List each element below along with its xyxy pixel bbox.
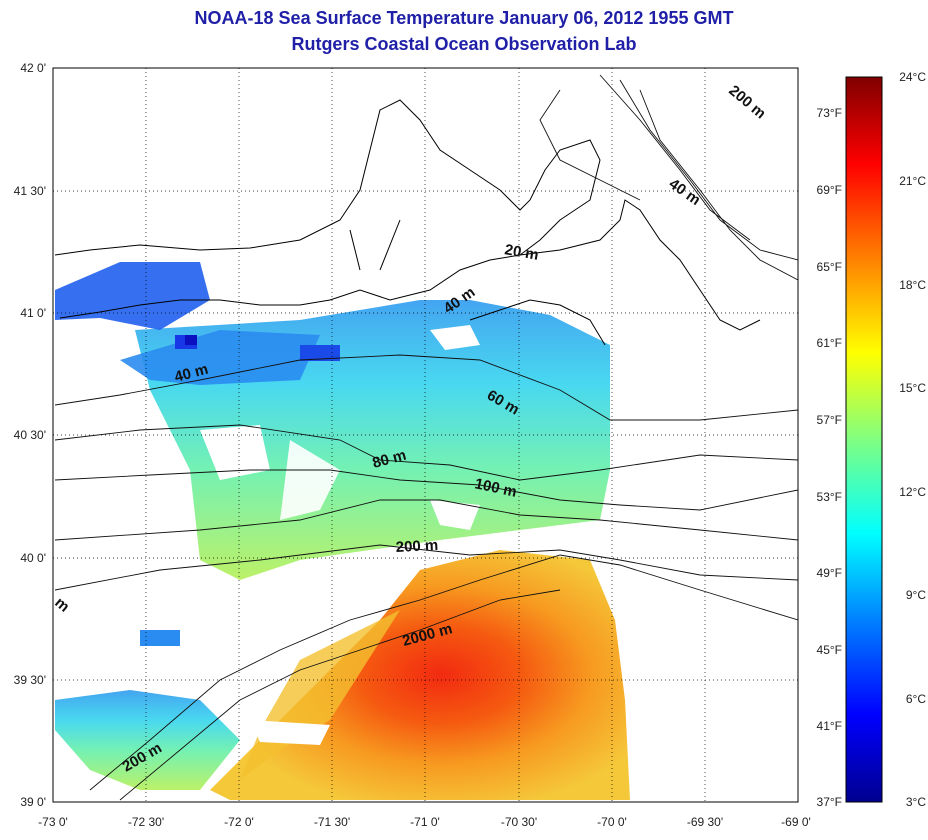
celsius-tick-label: 24°C (899, 70, 926, 84)
celsius-tick-label: 18°C (899, 278, 926, 292)
celsius-tick-label: 12°C (899, 485, 926, 499)
celsius-tick-label: 6°C (906, 692, 926, 706)
colorbar-scale (845, 76, 883, 803)
lon-tick-label: -70 0' (597, 815, 627, 829)
lat-tick-label: 41 30' (14, 184, 46, 198)
gridlines (53, 68, 798, 802)
fahrenheit-tick-label: 49°F (817, 566, 842, 580)
map-title: NOAA-18 Sea Surface Temperature January … (194, 8, 734, 28)
lat-tick-label: 39 0' (20, 795, 46, 809)
celsius-tick-label: 3°C (906, 795, 926, 809)
contour-label: 20 m (503, 241, 540, 264)
lon-tick-label: -69 30' (687, 815, 723, 829)
fahrenheit-tick-label: 45°F (817, 643, 842, 657)
colorbar: 73°F 69°F 65°F 61°F 57°F 53°F 49°F 45°F … (817, 70, 927, 809)
fahrenheit-tick-label: 73°F (817, 106, 842, 120)
lon-tick-label: -72 0' (224, 815, 254, 829)
lon-tick-label: -72 30' (128, 815, 164, 829)
fahrenheit-tick-label: 57°F (817, 413, 842, 427)
sst-data-layer (55, 262, 630, 800)
celsius-tick-label: 9°C (906, 588, 926, 602)
lon-tick-label: -71 0' (410, 815, 440, 829)
lat-tick-label: 40 0' (20, 551, 46, 565)
fahrenheit-tick-label: 37°F (817, 795, 842, 809)
lat-tick-label: 42 0' (20, 61, 46, 75)
lat-tick-label: 40 30' (14, 428, 46, 442)
lon-tick-label: -71 30' (314, 815, 350, 829)
fahrenheit-tick-label: 61°F (817, 336, 842, 350)
fahrenheit-tick-label: 41°F (817, 719, 842, 733)
bathymetry-contours (54, 74, 798, 801)
fahrenheit-tick-label: 69°F (817, 183, 842, 197)
lon-tick-label: -70 30' (501, 815, 537, 829)
celsius-tick-label: 15°C (899, 381, 926, 395)
celsius-tick-label: 21°C (899, 174, 926, 188)
lon-tick-label: -69 0' (781, 815, 811, 829)
lat-axis: 42 0' 41 30' 41 0' 40 30' 40 0' 39 30' 3… (14, 61, 46, 809)
lon-axis: -73 0' -72 30' -72 0' -71 30' -71 0' -70… (38, 815, 811, 829)
contour-label: 200 m (395, 537, 438, 556)
lon-tick-label: -73 0' (38, 815, 68, 829)
lat-tick-label: 39 30' (14, 673, 46, 687)
fahrenheit-tick-label: 53°F (817, 490, 842, 504)
fahrenheit-ticks: 73°F 69°F 65°F 61°F 57°F 53°F 49°F 45°F … (817, 106, 842, 809)
lat-tick-label: 41 0' (20, 306, 46, 320)
map-subtitle: Rutgers Coastal Ocean Observation Lab (291, 34, 637, 54)
coastline (54, 99, 761, 346)
celsius-ticks: 24°C 21°C 18°C 15°C 12°C 9°C 6°C 3°C (899, 70, 926, 809)
fahrenheit-tick-label: 65°F (817, 260, 842, 274)
